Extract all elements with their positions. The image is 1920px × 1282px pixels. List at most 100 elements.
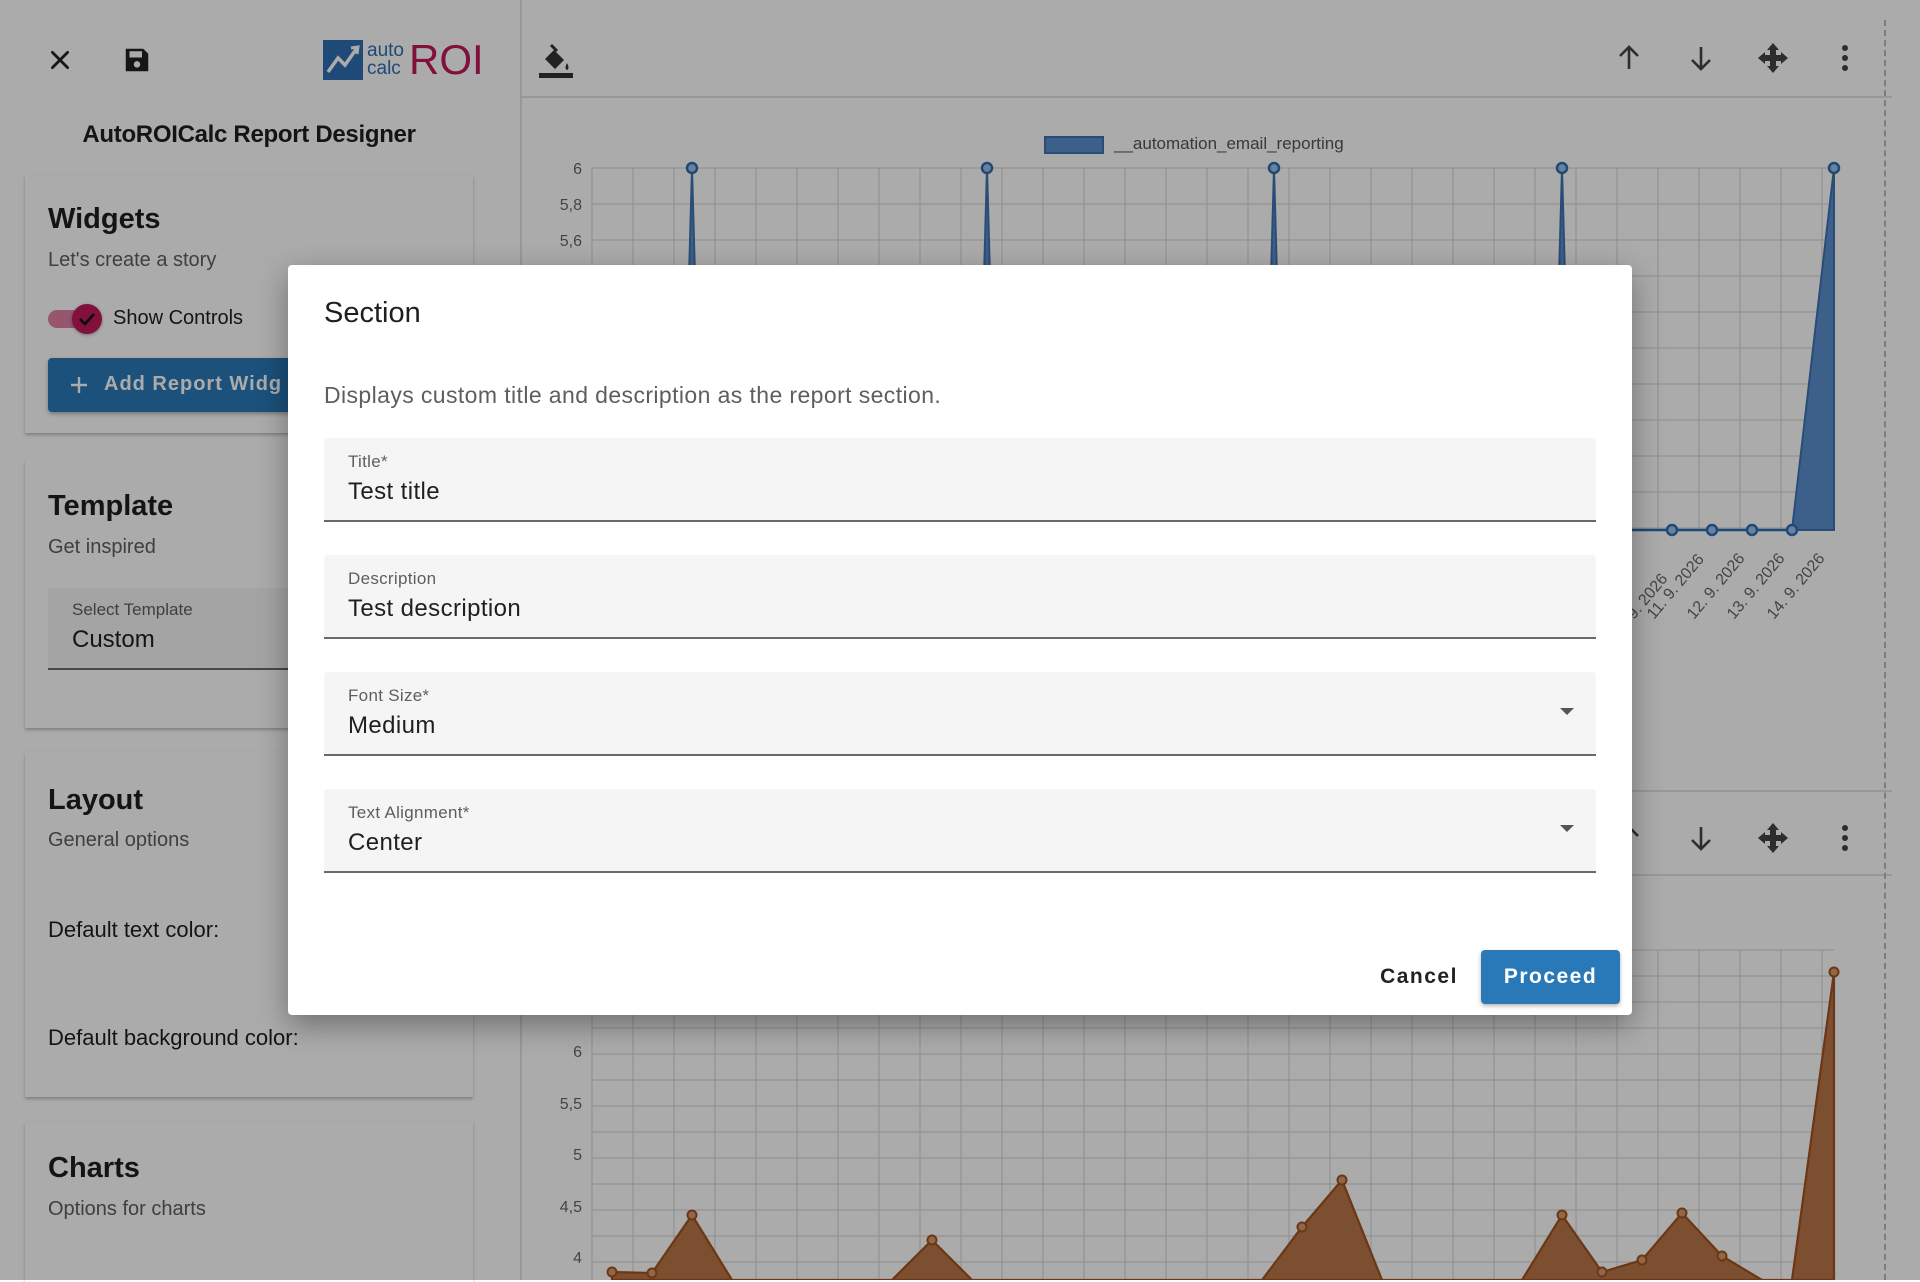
move-icon xyxy=(1758,43,1788,73)
y-tick-6: 6 xyxy=(573,161,582,178)
data-point xyxy=(1676,1207,1688,1219)
data-point xyxy=(1267,161,1281,175)
data-point xyxy=(685,161,699,175)
y-tick-6: 6 xyxy=(573,1044,582,1061)
font-size-value: Medium xyxy=(348,712,436,739)
widget-toolbar-divider xyxy=(522,96,1892,98)
more-vert-icon xyxy=(1842,45,1848,71)
move-down-button[interactable] xyxy=(1681,38,1721,78)
title-field-label: Title* xyxy=(348,452,388,471)
y-tick-5: 5 xyxy=(573,1147,582,1164)
data-point xyxy=(1827,161,1841,175)
data-point xyxy=(1336,1174,1348,1186)
font-size-label: Font Size* xyxy=(348,686,430,705)
cancel-label: Cancel xyxy=(1380,965,1458,988)
add-report-widget-label: Add Report Widg xyxy=(104,373,283,395)
chevron-down-icon xyxy=(1560,708,1574,715)
toggle-thumb xyxy=(72,304,102,334)
data-point xyxy=(1556,1209,1568,1221)
y-tick-4: 4 xyxy=(573,1250,582,1267)
title-field[interactable]: Title* Test title xyxy=(324,438,1596,522)
y-tick-5-8: 5,8 xyxy=(560,197,582,214)
fill-color-button[interactable] xyxy=(534,38,578,82)
template-select-label: Select Template xyxy=(72,600,193,619)
check-icon xyxy=(79,313,95,326)
legend-swatch xyxy=(1044,136,1104,154)
widgets-subtitle: Let's create a story xyxy=(48,249,217,271)
data-point xyxy=(926,1234,938,1246)
logo-chart-icon xyxy=(323,40,363,80)
description-field-value: Test description xyxy=(348,595,522,622)
data-point xyxy=(686,1209,698,1221)
y-tick-4-5: 4,5 xyxy=(560,1199,582,1216)
text-alignment-label: Text Alignment* xyxy=(348,803,470,822)
arrow-down-icon xyxy=(1691,47,1711,71)
data-point xyxy=(1785,523,1799,537)
move-down-button-2[interactable] xyxy=(1681,818,1721,858)
chart-legend: __automation_email_reporting xyxy=(1044,133,1444,157)
arrow-down-icon xyxy=(1691,827,1711,851)
cancel-button[interactable]: Cancel xyxy=(1356,950,1482,1004)
more-vert-icon xyxy=(1842,825,1848,851)
layout-subtitle: General options xyxy=(48,829,190,851)
description-field[interactable]: Description Test description xyxy=(324,555,1596,639)
move-up-button[interactable] xyxy=(1609,38,1649,78)
logo-text-auto: auto xyxy=(367,40,404,61)
paint-bucket-icon xyxy=(539,43,573,78)
show-controls-label: Show Controls xyxy=(113,307,244,329)
more-options-button-2[interactable] xyxy=(1825,818,1865,858)
text-alignment-value: Center xyxy=(348,829,423,856)
y-tick-5-5: 5,5 xyxy=(560,1096,582,1113)
data-point xyxy=(606,1266,618,1278)
series-area-orange xyxy=(610,971,1836,1280)
chevron-down-icon xyxy=(1560,825,1574,832)
proceed-label: Proceed xyxy=(1503,965,1598,988)
save-icon xyxy=(125,48,149,72)
data-point xyxy=(1745,523,1759,537)
charts-subtitle: Options for charts xyxy=(48,1198,206,1220)
layout-title: Layout xyxy=(48,784,144,816)
drag-handle-button-2[interactable] xyxy=(1753,818,1793,858)
app-logo: auto calc ROI xyxy=(323,36,484,83)
font-size-select[interactable]: Font Size* Medium xyxy=(324,672,1596,756)
data-point xyxy=(1705,523,1719,537)
data-point xyxy=(1636,1254,1648,1266)
move-icon xyxy=(1758,823,1788,853)
logo-text-roi: ROI xyxy=(409,36,484,83)
template-title: Template xyxy=(48,490,174,522)
data-point xyxy=(1596,1266,1608,1278)
data-point xyxy=(1716,1250,1728,1262)
widgets-title: Widgets xyxy=(48,203,161,235)
charts-card: Charts Options for charts xyxy=(25,1122,473,1282)
drag-handle-button[interactable] xyxy=(1753,38,1793,78)
dialog-title: Section xyxy=(324,297,421,329)
y-tick-5-6: 5,6 xyxy=(560,233,582,250)
save-button[interactable] xyxy=(117,40,157,80)
data-point xyxy=(1665,523,1679,537)
canvas-right-border xyxy=(1884,20,1886,1280)
logo-text-calc: calc xyxy=(367,58,401,79)
data-point xyxy=(980,161,994,175)
default-text-color-label: Default text color: xyxy=(48,917,220,942)
close-icon xyxy=(51,51,69,69)
dialog-description: Displays custom title and description as… xyxy=(324,382,942,408)
more-options-button[interactable] xyxy=(1825,38,1865,78)
show-controls-toggle[interactable]: Show Controls xyxy=(48,303,258,335)
section-dialog: Section Displays custom title and descri… xyxy=(288,265,1632,1015)
data-point xyxy=(1828,966,1840,978)
charts-title: Charts xyxy=(48,1152,140,1184)
data-point xyxy=(1555,161,1569,175)
legend-label: __automation_email_reporting xyxy=(1114,134,1344,153)
text-alignment-select[interactable]: Text Alignment* Center xyxy=(324,789,1596,873)
data-point xyxy=(1296,1221,1308,1233)
data-point xyxy=(646,1267,658,1279)
default-background-color-label: Default background color: xyxy=(48,1025,299,1050)
template-subtitle: Get inspired xyxy=(48,536,156,558)
proceed-button[interactable]: Proceed xyxy=(1481,950,1620,1004)
close-button[interactable] xyxy=(40,40,80,80)
designer-title: AutoROICalc Report Designer xyxy=(82,121,416,148)
description-field-label: Description xyxy=(348,569,437,588)
title-field-value: Test title xyxy=(348,478,441,505)
plus-icon xyxy=(71,377,87,393)
arrow-up-icon xyxy=(1619,45,1639,69)
